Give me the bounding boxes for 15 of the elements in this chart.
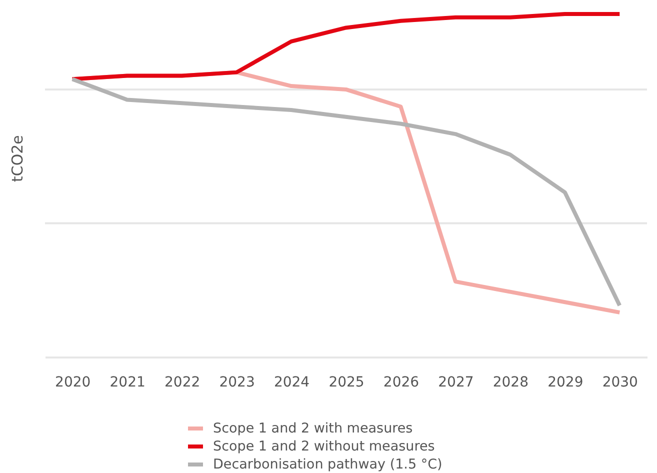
x-tick-label: 2023 <box>219 374 255 390</box>
legend-label: Scope 1 and 2 without measures <box>213 438 435 454</box>
x-tick-label: 2029 <box>548 374 584 390</box>
x-tick-label: 2028 <box>492 374 528 390</box>
x-tick-label: 2030 <box>602 374 638 390</box>
legend-label: Decarbonisation pathway (1.5 °C) <box>213 456 442 472</box>
legend-label: Scope 1 and 2 with measures <box>213 420 413 436</box>
x-tick-label: 2021 <box>110 374 146 390</box>
x-tick-label: 2025 <box>328 374 364 390</box>
x-tick-label: 2020 <box>55 374 91 390</box>
y-axis-title: tCO2e <box>8 135 26 182</box>
x-tick-label: 2026 <box>383 374 420 390</box>
x-tick-label: 2024 <box>274 374 310 390</box>
x-tick-label: 2022 <box>164 374 200 390</box>
x-tick-label: 2027 <box>438 374 474 390</box>
